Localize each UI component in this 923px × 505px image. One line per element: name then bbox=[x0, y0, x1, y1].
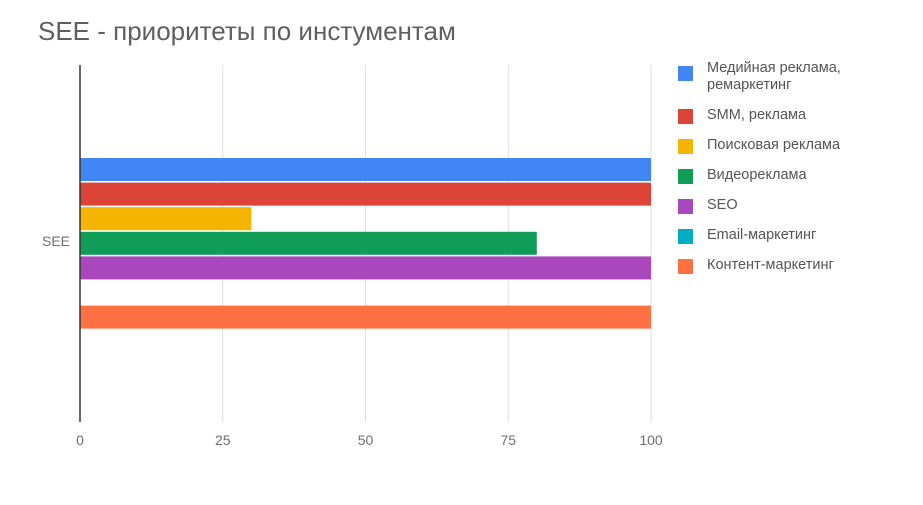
bar-2 bbox=[80, 182, 651, 206]
legend-swatch bbox=[678, 66, 693, 81]
legend-label: Медийная реклама, ремаркетинг bbox=[707, 60, 841, 93]
legend-swatch bbox=[678, 259, 693, 274]
legend-label: Контент-маркетинг bbox=[707, 257, 834, 273]
legend-label: SMM, реклама bbox=[707, 107, 807, 123]
bar-3 bbox=[80, 207, 252, 231]
x-tick-label: 100 bbox=[639, 432, 663, 448]
legend-item: SMM, реклама bbox=[678, 107, 918, 124]
legend-item: Email-маркетинг bbox=[678, 227, 918, 244]
bar-7 bbox=[80, 305, 651, 329]
legend-swatch bbox=[678, 199, 693, 214]
legend-swatch bbox=[678, 169, 693, 184]
category-label: SEE bbox=[42, 233, 70, 249]
legend-swatch bbox=[678, 229, 693, 244]
bars bbox=[80, 158, 651, 329]
bar-5 bbox=[80, 256, 651, 280]
legend-item: SEO bbox=[678, 197, 918, 214]
legend-item: Медийная реклама, ремаркетинг bbox=[678, 60, 918, 94]
bar-1 bbox=[80, 158, 651, 181]
x-tick-label: 75 bbox=[500, 432, 516, 448]
bar-4 bbox=[80, 231, 537, 255]
x-axis-ticks: 0 25 50 75 100 bbox=[76, 432, 663, 448]
legend-label: SEO bbox=[707, 197, 738, 213]
legend: Медийная реклама, ремаркетинг SMM, реклам… bbox=[678, 60, 918, 287]
legend-swatch bbox=[678, 139, 693, 154]
chart-title: SEE - приоритеты по инстументам bbox=[38, 16, 456, 46]
x-tick-label: 50 bbox=[358, 432, 374, 448]
legend-label: Видеореклама bbox=[707, 167, 807, 183]
legend-item: Контент-маркетинг bbox=[678, 257, 918, 274]
legend-item: Видеореклама bbox=[678, 167, 918, 184]
x-tick-label: 0 bbox=[76, 432, 84, 448]
legend-label: Поисковая реклама bbox=[707, 137, 841, 153]
legend-item: Поисковая реклама bbox=[678, 137, 918, 154]
legend-label: Email-маркетинг bbox=[707, 227, 817, 243]
x-tick-label: 25 bbox=[215, 432, 231, 448]
legend-swatch bbox=[678, 109, 693, 124]
